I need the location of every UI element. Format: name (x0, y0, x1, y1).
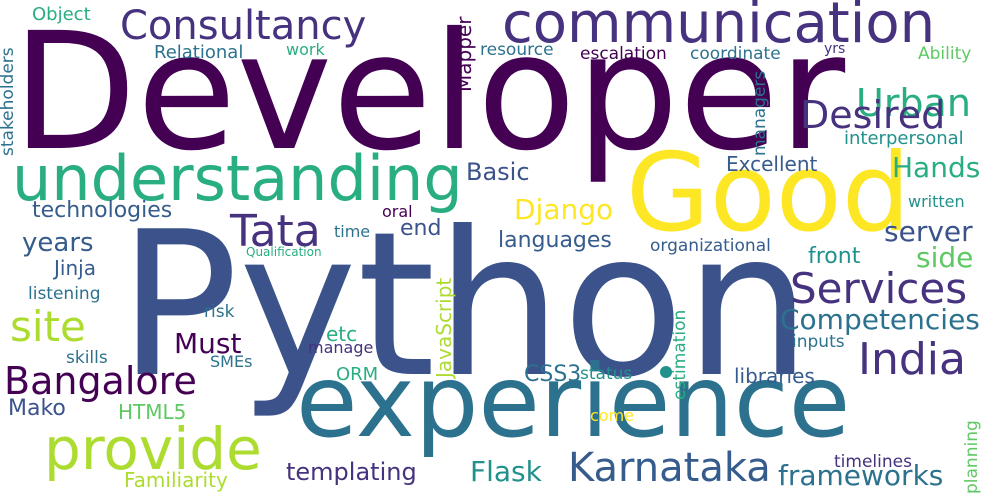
word-side: side (916, 241, 974, 274)
word-communication: communication (502, 0, 936, 56)
word-must: Must (174, 327, 242, 360)
word-templating: templating (286, 458, 417, 486)
word-time: time (334, 222, 371, 241)
word-organizational: organizational (650, 236, 771, 256)
word-frameworks: frameworks (778, 459, 944, 492)
word-javascript: JavaScript (432, 277, 456, 378)
word-front: front (808, 244, 861, 269)
word-hands: Hands (892, 151, 981, 184)
word-developer: Developer (12, 0, 846, 187)
word-excellent: Excellent (726, 152, 818, 176)
word-qualification: Qualification (246, 245, 322, 259)
word-bangalore: Bangalore (4, 359, 197, 403)
word-css3: CSS3 (524, 362, 582, 387)
word-smes: SMEs (210, 352, 253, 371)
word-relational: Relational (154, 42, 244, 63)
word-jinja: Jinja (54, 256, 96, 280)
word-tata: Tata (230, 206, 321, 257)
word-good: Good (626, 131, 911, 256)
word-years: years (22, 228, 94, 258)
word-ability: Ability (918, 44, 972, 64)
word-consultancy: Consultancy (120, 3, 367, 49)
word-urban: Urban (856, 81, 971, 125)
word-inputs: inputs (792, 332, 845, 352)
word-estimation: estimation (670, 309, 690, 400)
word-python: Python (118, 189, 812, 422)
word-django: Django (514, 193, 614, 226)
word-mako: Mako (8, 396, 66, 421)
word-basic: Basic (466, 158, 530, 186)
word-status: status (580, 364, 633, 384)
word-object: Object (32, 4, 91, 25)
word-technologies: technologies (32, 198, 173, 223)
word-mapper: Mapper (452, 16, 476, 92)
word-escalation: escalation (580, 44, 667, 64)
word-end: end (400, 216, 442, 241)
word-services: Services (790, 264, 968, 313)
word-languages: languages (498, 228, 612, 253)
word-desired: Desired (800, 93, 946, 137)
word-site: site (10, 302, 86, 351)
word-managers: managers (750, 70, 770, 156)
word-flask: Flask (470, 455, 542, 488)
word-html5: HTML5 (118, 400, 187, 424)
word-coordinate: coordinate (690, 44, 781, 64)
word-yrs: yrs (824, 41, 846, 57)
word-manage: manage (308, 338, 374, 357)
word-stakeholders: stakeholders (0, 47, 18, 156)
word-listening: listening (28, 284, 101, 304)
word-timelines: timelines (834, 452, 912, 472)
word-libraries: libraries (734, 364, 815, 388)
word-skills: skills (66, 348, 108, 368)
word-planning: planning (962, 420, 982, 494)
word-karnataka: Karnataka (568, 445, 771, 491)
word-understanding: understanding (12, 142, 463, 215)
word-competencies: Competencies (780, 303, 980, 336)
word-work: work (286, 40, 325, 59)
word-written: written (908, 192, 965, 211)
word-server: server (884, 215, 973, 248)
word-provide: provide (44, 415, 262, 483)
word-oral: oral (382, 202, 413, 221)
word-india: India (858, 334, 966, 385)
word-come: come (590, 406, 635, 425)
word-experience: experience (296, 343, 851, 460)
word-orm: ORM (336, 364, 379, 385)
dot-glyph (660, 366, 672, 378)
word-resource: resource (480, 40, 554, 60)
word-interpersonal: interpersonal (844, 128, 964, 149)
word-familiarity: Familiarity (124, 468, 228, 492)
word-etc: etc (326, 322, 358, 346)
word-risk: risk (204, 302, 235, 322)
